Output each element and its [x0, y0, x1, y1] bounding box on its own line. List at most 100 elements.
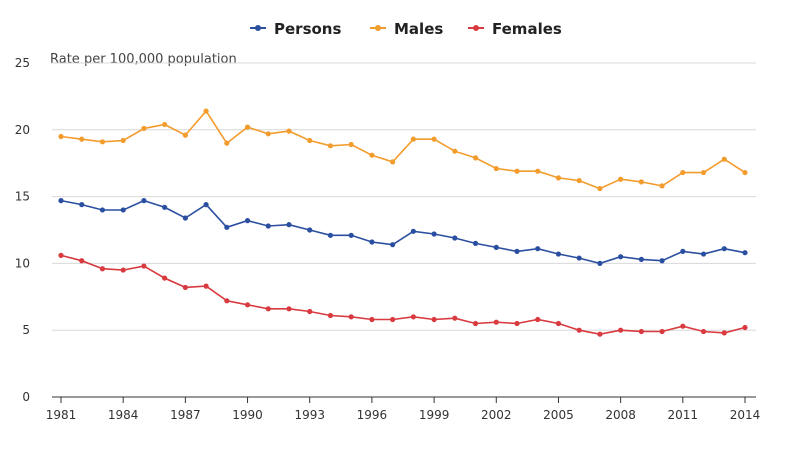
data-point-females	[286, 306, 292, 312]
data-point-males	[535, 168, 541, 174]
data-point-females	[182, 284, 188, 291]
data-point-females	[638, 328, 644, 335]
data-point-persons	[99, 207, 106, 213]
x-tick-label: 2005	[543, 408, 574, 422]
data-point-persons	[265, 223, 271, 229]
data-point-females	[162, 275, 168, 281]
y-axis-label: Rate per 100,000 population	[50, 52, 237, 67]
data-point-males	[452, 148, 458, 154]
legend-item-males[interactable]: Males	[370, 20, 443, 38]
data-point-persons	[514, 248, 520, 254]
y-axis-ticks: 0 5 10 15 20 25	[15, 56, 30, 404]
data-point-persons	[348, 232, 354, 238]
data-point-males	[327, 143, 334, 149]
data-point-females	[99, 266, 106, 272]
data-point-males	[618, 176, 624, 182]
series-line-females	[60, 254, 746, 336]
data-point-persons	[410, 228, 416, 234]
data-point-persons	[141, 198, 147, 204]
legend-item-females[interactable]: Females	[468, 20, 562, 38]
data-point-males	[555, 175, 562, 181]
data-point-males	[120, 137, 126, 144]
data-point-females	[79, 258, 85, 264]
data-point-persons	[120, 207, 126, 213]
x-tick-label: 1993	[294, 408, 325, 422]
data-point-females	[369, 316, 375, 323]
data-point-persons	[742, 250, 748, 256]
data-point-males	[162, 121, 168, 128]
data-point-persons	[224, 224, 230, 230]
data-point-persons	[597, 260, 603, 266]
x-tick-label: 2011	[668, 408, 699, 422]
data-point-males	[307, 137, 313, 144]
legend-label-persons: Persons	[274, 20, 341, 38]
data-point-persons	[162, 204, 168, 210]
data-point-persons	[472, 240, 479, 246]
data-point-females	[327, 312, 334, 319]
data-point-females	[452, 315, 458, 321]
series-females	[58, 252, 748, 337]
data-point-persons	[535, 246, 541, 252]
x-tick-label: 1990	[232, 408, 263, 422]
legend-item-persons[interactable]: Persons	[250, 20, 341, 38]
series-line-persons	[60, 199, 746, 265]
data-point-persons	[618, 254, 624, 260]
series-line-males	[60, 109, 746, 190]
data-point-males	[410, 136, 416, 142]
data-point-females	[659, 328, 665, 335]
data-point-females	[410, 314, 416, 320]
data-point-persons	[203, 202, 209, 208]
y-tick-label: 15	[15, 190, 30, 204]
data-point-females	[535, 316, 541, 323]
x-axis: 1981 1984 1987 1990 1993 1996 1999 2002 2005 2008…	[46, 396, 760, 422]
data-point-persons	[659, 258, 665, 264]
x-tick-label: 2008	[605, 408, 636, 422]
legend-marker-persons	[255, 25, 261, 31]
data-point-males	[597, 185, 603, 192]
data-point-males	[265, 131, 271, 137]
data-point-females	[141, 263, 147, 269]
data-point-females	[493, 319, 499, 325]
data-point-persons	[680, 248, 686, 254]
legend-label-females: Females	[492, 20, 562, 38]
x-tick-label: 1999	[419, 408, 450, 422]
data-point-females	[721, 330, 727, 336]
data-point-persons	[431, 231, 437, 237]
data-point-persons	[493, 244, 499, 250]
data-point-persons	[700, 251, 707, 257]
data-point-females	[597, 331, 603, 337]
x-tick-label: 1984	[108, 408, 139, 422]
y-tick-label: 5	[22, 323, 30, 337]
data-point-persons	[555, 251, 562, 257]
legend: Persons Males Females	[250, 20, 562, 38]
data-point-males	[514, 168, 520, 174]
data-point-males	[700, 169, 707, 176]
data-point-females	[680, 323, 686, 329]
data-point-females	[120, 267, 126, 273]
legend-marker-females	[473, 25, 479, 31]
data-point-males	[369, 152, 375, 158]
y-tick-label: 0	[22, 390, 30, 404]
data-point-females	[390, 316, 396, 323]
legend-marker-males	[375, 25, 381, 31]
x-tick-label: 1996	[357, 408, 388, 422]
data-point-persons	[307, 227, 313, 233]
series-persons	[58, 198, 748, 266]
data-point-females	[58, 252, 64, 258]
y-tick-label: 10	[15, 256, 30, 270]
data-point-females	[348, 314, 354, 320]
data-point-persons	[576, 255, 582, 261]
data-point-females	[265, 306, 271, 312]
data-point-females	[514, 320, 520, 327]
y-tick-label: 25	[15, 56, 30, 70]
data-point-males	[182, 132, 188, 138]
data-point-males	[390, 159, 396, 165]
data-point-persons	[58, 198, 64, 204]
series-males	[58, 108, 748, 192]
data-point-males	[493, 165, 499, 172]
data-point-females	[618, 327, 624, 333]
data-point-males	[742, 169, 748, 176]
series-group	[58, 108, 748, 337]
gridlines	[52, 62, 756, 331]
